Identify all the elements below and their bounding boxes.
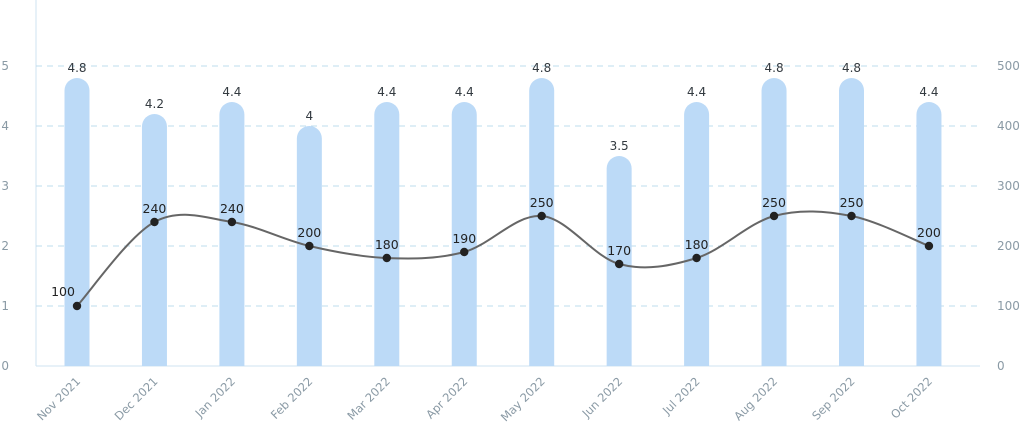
line-value-label: 200 bbox=[917, 225, 941, 240]
bar-value-label: 4.8 bbox=[842, 61, 861, 75]
line-value-label: 200 bbox=[297, 225, 321, 240]
bar-value-label: 4.4 bbox=[377, 85, 396, 99]
x-tick-label: Jul 2022 bbox=[659, 374, 703, 418]
x-tick-label: Mar 2022 bbox=[344, 374, 393, 423]
x-tick-label: Jan 2022 bbox=[192, 374, 238, 420]
bar bbox=[64, 78, 90, 366]
bar bbox=[451, 102, 477, 366]
bar-value-label: 4.2 bbox=[145, 97, 164, 111]
line-value-label: 100 bbox=[51, 284, 75, 299]
bar bbox=[219, 102, 245, 366]
x-tick-label: Jun 2022 bbox=[579, 374, 626, 421]
line-value-label: 240 bbox=[220, 201, 244, 216]
y-left-tick-label: 2 bbox=[1, 239, 9, 253]
line-value-label: 250 bbox=[840, 195, 864, 210]
line-value-label: 190 bbox=[452, 231, 476, 246]
bar-value-label: 4.4 bbox=[919, 85, 938, 99]
x-tick-label: Nov 2021 bbox=[34, 374, 83, 423]
line-value-label: 250 bbox=[762, 195, 786, 210]
line-point bbox=[305, 241, 314, 251]
line-value-label: 170 bbox=[607, 243, 631, 258]
x-tick-label: Aug 2022 bbox=[731, 374, 780, 423]
y-left-tick-label: 5 bbox=[1, 59, 9, 73]
line-point bbox=[769, 211, 779, 221]
bar bbox=[141, 114, 167, 366]
line-point bbox=[537, 211, 546, 221]
line-point bbox=[227, 217, 237, 227]
bar bbox=[374, 102, 400, 366]
y-right-tick-label: 200 bbox=[997, 239, 1020, 253]
bar-value-label: 4.4 bbox=[687, 85, 706, 99]
line-value-label: 250 bbox=[530, 195, 554, 210]
line-point bbox=[382, 253, 391, 263]
line-series bbox=[76, 210, 930, 307]
bar bbox=[529, 78, 555, 366]
x-tick-label: Sep 2022 bbox=[809, 374, 858, 423]
y-left-tick-label: 3 bbox=[1, 179, 9, 193]
bar-value-label: 3.5 bbox=[610, 139, 629, 153]
line-point bbox=[692, 253, 701, 263]
x-tick-label: Apr 2022 bbox=[423, 374, 470, 421]
line-point bbox=[924, 241, 934, 251]
y-left-tick-label: 1 bbox=[1, 299, 9, 313]
line-point bbox=[72, 301, 82, 311]
line-value-label: 240 bbox=[143, 201, 167, 216]
bar-value-label: 4.4 bbox=[455, 85, 474, 99]
bar-value-label: 4.8 bbox=[67, 61, 86, 75]
bar-value-label: 4.8 bbox=[532, 61, 551, 75]
y-right-tick-label: 0 bbox=[997, 359, 1005, 373]
line-point bbox=[150, 217, 159, 227]
x-tick-label: May 2022 bbox=[498, 374, 548, 424]
line-point bbox=[847, 211, 856, 221]
line-value-label: 180 bbox=[375, 237, 399, 252]
bar-value-label: 4.4 bbox=[222, 85, 241, 99]
bar bbox=[916, 102, 942, 366]
bar bbox=[839, 78, 864, 366]
y-right-tick-label: 400 bbox=[997, 119, 1020, 133]
y-right-tick-label: 500 bbox=[997, 59, 1020, 73]
bar-value-label: 4 bbox=[306, 109, 314, 123]
bar bbox=[684, 102, 710, 366]
x-tick-label: Feb 2022 bbox=[268, 374, 316, 422]
bar-value-label: 4.8 bbox=[765, 61, 784, 75]
y-left-tick-label: 4 bbox=[1, 119, 9, 133]
line-point bbox=[614, 259, 624, 269]
bar bbox=[761, 78, 787, 366]
y-left-tick-label: 0 bbox=[1, 359, 9, 373]
line-point bbox=[460, 247, 469, 257]
y-right-tick-label: 300 bbox=[997, 179, 1020, 193]
line-value-label: 180 bbox=[685, 237, 709, 252]
x-tick-label: Dec 2021 bbox=[112, 374, 161, 423]
y-right-tick-label: 100 bbox=[997, 299, 1020, 313]
x-tick-label: Oct 2022 bbox=[888, 374, 935, 421]
